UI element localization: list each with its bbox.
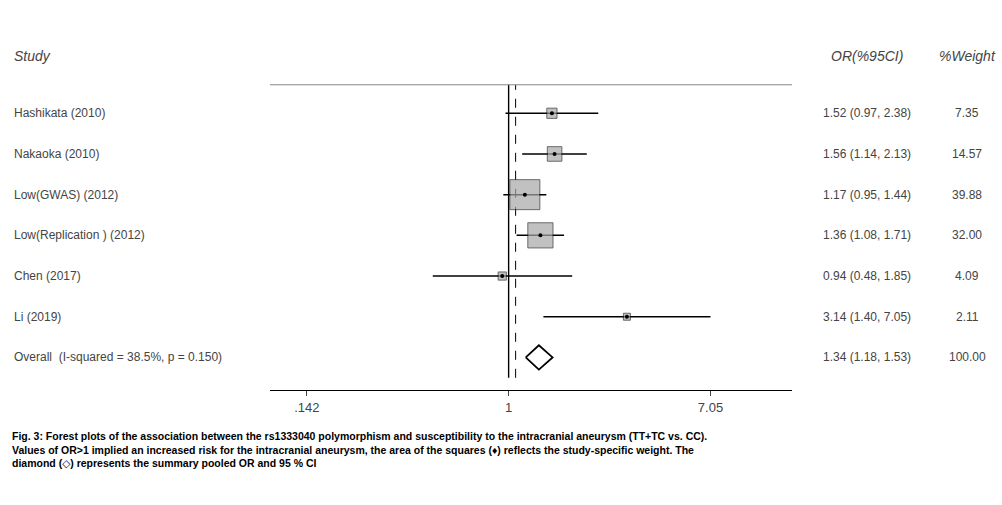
svg-text:Chen (2017): Chen (2017) bbox=[14, 269, 81, 283]
svg-text:1.36 (1.08, 1.71): 1.36 (1.08, 1.71) bbox=[823, 228, 911, 242]
svg-text:OR(%95CI): OR(%95CI) bbox=[831, 48, 903, 64]
svg-text:1.17 (0.95, 1.44): 1.17 (0.95, 1.44) bbox=[823, 188, 911, 202]
svg-text:Fig. 3: Forest plots of the as: Fig. 3: Forest plots of the association … bbox=[12, 430, 707, 469]
svg-text:Hashikata (2010): Hashikata (2010) bbox=[14, 106, 105, 120]
svg-text:Low(Replication ) (2012): Low(Replication ) (2012) bbox=[14, 228, 145, 242]
svg-text:.142: .142 bbox=[294, 400, 319, 415]
svg-text:0.94 (0.48, 1.85): 0.94 (0.48, 1.85) bbox=[823, 269, 911, 283]
svg-text:39.88: 39.88 bbox=[952, 188, 982, 202]
svg-text:Overall (I-squared = 38.5%, p: Overall (I-squared = 38.5%, p = 0.150) bbox=[14, 350, 222, 364]
svg-text:Low(GWAS) (2012): Low(GWAS) (2012) bbox=[14, 188, 118, 202]
svg-text:Nakaoka (2010): Nakaoka (2010) bbox=[14, 147, 99, 161]
svg-text:1.34 (1.18, 1.53): 1.34 (1.18, 1.53) bbox=[823, 350, 911, 364]
svg-text:3.14 (1.40, 7.05): 3.14 (1.40, 7.05) bbox=[823, 310, 911, 324]
svg-text:Li (2019): Li (2019) bbox=[14, 310, 61, 324]
svg-text:4.09: 4.09 bbox=[955, 269, 979, 283]
svg-text:100.00: 100.00 bbox=[949, 350, 986, 364]
svg-text:1.52 (0.97, 2.38): 1.52 (0.97, 2.38) bbox=[823, 106, 911, 120]
svg-text:1.56 (1.14, 2.13): 1.56 (1.14, 2.13) bbox=[823, 147, 911, 161]
svg-text:7.05: 7.05 bbox=[698, 400, 723, 415]
svg-text:1: 1 bbox=[505, 400, 512, 415]
svg-text:2.11: 2.11 bbox=[956, 310, 979, 324]
svg-text:32.00: 32.00 bbox=[952, 228, 982, 242]
svg-text:14.57: 14.57 bbox=[952, 147, 982, 161]
svg-text:7.35: 7.35 bbox=[955, 106, 979, 120]
svg-text:Study: Study bbox=[14, 48, 51, 64]
svg-text:%Weight: %Weight bbox=[939, 48, 996, 64]
